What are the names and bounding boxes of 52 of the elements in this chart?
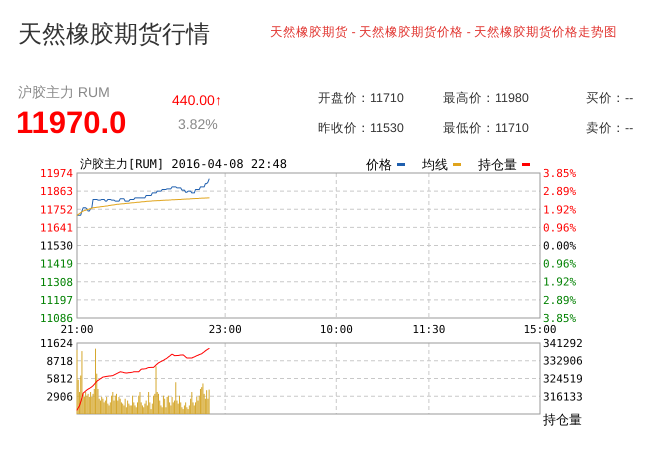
legend-label: 持仓量 [478, 157, 517, 172]
text: 天然橡胶期货行情 [18, 21, 210, 48]
y2-tick-label: 341292 [543, 337, 583, 350]
y2-tick-label: 2.89% [543, 294, 576, 307]
y2-tick-label: 0.96% [543, 258, 576, 271]
x-tick-label: 15:00 [523, 323, 557, 336]
y2-tick-label: 1.92% [543, 276, 576, 289]
y2-tick-label: 3.85% [543, 312, 576, 325]
y2-tick-label: 2.89% [543, 185, 576, 198]
legend: 持仓量 [478, 157, 530, 172]
y-tick-label: 11530 [40, 240, 73, 252]
legend-label: 价格 [365, 157, 392, 172]
line-series [76, 197, 210, 216]
y2-tick-label: 332906 [543, 354, 583, 368]
text: 昨收价：11530 [318, 121, 404, 135]
y-tick-label: 11624 [40, 337, 74, 350]
y2-tick-label: 1.92% [543, 203, 576, 216]
line-series [76, 348, 210, 411]
text: 沪胶主力 RUM [18, 84, 110, 100]
x-tick-label: 21:00 [60, 323, 94, 336]
legend-label: 均线 [421, 157, 448, 172]
text: 卖价：-- [586, 121, 634, 135]
y-tick-label: 11308 [40, 276, 73, 289]
chart-title: 沪胶主力[RUM] 2016-04-08 22:48 [80, 157, 287, 171]
y2-tick-label: 0.96% [543, 221, 576, 234]
y2-tick-label: 324519 [543, 372, 583, 386]
y-tick-label: 11197 [40, 294, 73, 307]
y-tick-label: 5812 [46, 372, 73, 386]
text: 440.00↑ [172, 92, 222, 108]
y2-tick-label: 0.00% [543, 240, 576, 252]
x-tick-label: 10:00 [320, 323, 353, 336]
y-tick-label: 11974 [40, 167, 74, 180]
x-tick-label: 23:00 [208, 323, 242, 336]
y-tick-label: 11086 [40, 312, 73, 325]
text: 最低价：11710 [443, 121, 529, 135]
y-tick-label: 8718 [46, 354, 73, 368]
y-tick-label: 11863 [40, 185, 73, 198]
y2-tick-label: 316133 [543, 390, 583, 404]
y-tick-label: 11419 [40, 258, 73, 271]
text: 天然橡胶期货 - 天然橡胶期货价格 - 天然橡胶期货价格走势图 [270, 25, 618, 39]
x-tick-label: 11:30 [412, 323, 446, 336]
text: 开盘价：11710 [318, 91, 404, 105]
text: 买价：-- [586, 91, 634, 105]
y2-axis-title: 持仓量 [543, 412, 582, 427]
y-tick-label: 11752 [40, 203, 73, 216]
text: 11970.0 [16, 105, 126, 140]
y-tick-label: 11641 [40, 221, 73, 234]
text: 3.82% [178, 116, 218, 132]
y-tick-label: 2906 [46, 390, 73, 404]
text: 最高价：11980 [443, 90, 529, 105]
line-series [76, 178, 210, 216]
y2-tick-label: 3.85% [543, 167, 576, 180]
